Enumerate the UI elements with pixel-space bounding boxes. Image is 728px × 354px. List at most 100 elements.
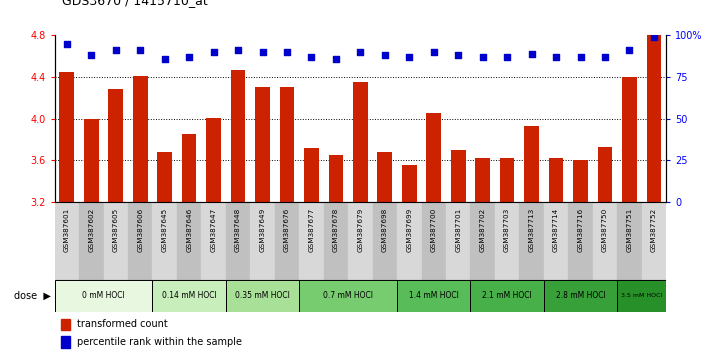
Point [61, 41, 73, 47]
Text: GSM387648: GSM387648 [235, 208, 241, 252]
Bar [108, 90, 123, 202]
Text: GSM387751: GSM387751 [626, 208, 633, 252]
Point [599, 54, 611, 60]
Bar [475, 158, 490, 202]
Bar [617, 280, 666, 312]
Bar [182, 134, 197, 202]
Point [574, 54, 586, 60]
Text: 0.14 mM HOCl: 0.14 mM HOCl [162, 291, 216, 300]
Point [428, 49, 440, 55]
Point [159, 56, 170, 62]
Point [85, 52, 97, 58]
Bar [226, 280, 299, 312]
Bar [397, 280, 470, 312]
Bar [299, 280, 397, 312]
Bar [304, 148, 319, 202]
Text: GSM387714: GSM387714 [553, 208, 559, 252]
Text: GSM387676: GSM387676 [284, 208, 290, 252]
Point [110, 47, 122, 53]
Point [135, 47, 146, 53]
Bar [103, 202, 128, 280]
Bar [402, 165, 416, 202]
Point [648, 34, 660, 40]
Text: 0.35 mM HOCl: 0.35 mM HOCl [235, 291, 290, 300]
Text: GSM387606: GSM387606 [137, 208, 143, 252]
Point [379, 52, 391, 58]
Bar [299, 202, 324, 280]
Point [477, 54, 488, 60]
Bar [617, 202, 641, 280]
Text: GSM387752: GSM387752 [651, 208, 657, 252]
Bar [495, 202, 519, 280]
Bar [524, 126, 539, 202]
Point [550, 54, 562, 60]
Point [306, 54, 317, 60]
Point [232, 47, 244, 53]
Bar [451, 150, 465, 202]
Bar [373, 202, 397, 280]
Bar [202, 202, 226, 280]
Text: GSM387698: GSM387698 [381, 208, 388, 252]
Bar [569, 202, 593, 280]
Bar [427, 113, 441, 202]
Text: GSM387647: GSM387647 [210, 208, 217, 252]
Text: GSM387679: GSM387679 [357, 208, 363, 252]
Text: GSM387605: GSM387605 [113, 208, 119, 252]
Text: GSM387602: GSM387602 [88, 208, 95, 252]
Bar [152, 202, 177, 280]
Point [624, 47, 636, 53]
Bar [470, 280, 544, 312]
Point [183, 54, 195, 60]
Bar [60, 336, 71, 348]
Text: percentile rank within the sample: percentile rank within the sample [76, 337, 242, 347]
Text: GSM387645: GSM387645 [162, 208, 167, 252]
Bar [157, 152, 172, 202]
Bar [226, 202, 250, 280]
Bar [348, 202, 373, 280]
Bar [549, 158, 563, 202]
Bar [79, 202, 103, 280]
Bar [353, 82, 368, 202]
Point [281, 49, 293, 55]
Bar [446, 202, 470, 280]
Point [403, 54, 415, 60]
Text: 2.1 mM HOCl: 2.1 mM HOCl [482, 291, 532, 300]
Bar [128, 202, 152, 280]
Bar [328, 155, 343, 202]
Point [257, 49, 269, 55]
Point [355, 49, 366, 55]
Text: GSM387601: GSM387601 [64, 208, 70, 252]
Text: 1.4 mM HOCl: 1.4 mM HOCl [409, 291, 459, 300]
Text: GSM387701: GSM387701 [455, 208, 462, 252]
Text: 0.7 mM HOCl: 0.7 mM HOCl [323, 291, 373, 300]
Text: 2.8 mM HOCl: 2.8 mM HOCl [555, 291, 606, 300]
Bar [84, 119, 98, 202]
Bar [646, 35, 661, 202]
Bar [500, 158, 515, 202]
Bar [622, 77, 637, 202]
Bar [378, 152, 392, 202]
Bar [60, 72, 74, 202]
Point [207, 49, 219, 55]
Bar [280, 87, 294, 202]
Bar [519, 202, 544, 280]
Bar [544, 280, 617, 312]
Bar [422, 202, 446, 280]
Bar [544, 202, 569, 280]
Text: GSM387646: GSM387646 [186, 208, 192, 252]
Bar [133, 76, 148, 202]
Bar [152, 280, 226, 312]
Point [330, 56, 341, 62]
Bar [324, 202, 348, 280]
Text: GSM387750: GSM387750 [602, 208, 608, 252]
Bar [55, 280, 152, 312]
Bar [274, 202, 299, 280]
Text: GDS3670 / 1415710_at: GDS3670 / 1415710_at [62, 0, 207, 7]
Bar [470, 202, 495, 280]
Bar [55, 202, 79, 280]
Text: 0 mM HOCl: 0 mM HOCl [82, 291, 125, 300]
Text: GSM387713: GSM387713 [529, 208, 534, 252]
Text: GSM387716: GSM387716 [577, 208, 584, 252]
Point [526, 51, 537, 57]
Bar [256, 87, 270, 202]
